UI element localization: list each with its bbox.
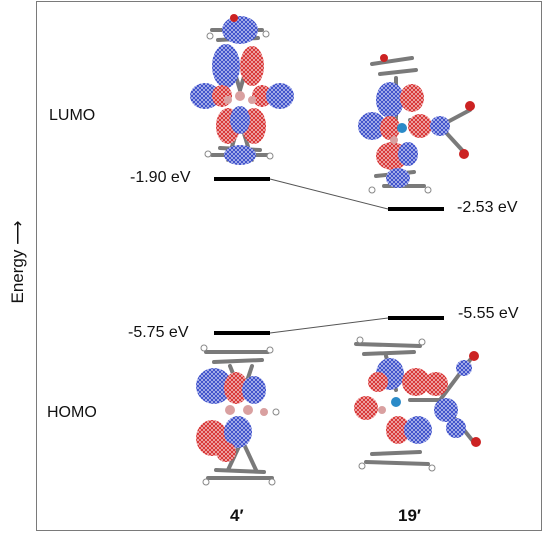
energy-value-lumo-19: -2.53 eV	[457, 199, 518, 216]
molecule-4-lumo	[190, 14, 294, 165]
diagram-frame	[36, 1, 542, 531]
molecule-4-homo	[196, 344, 280, 486]
connector-lumo	[269, 178, 389, 210]
compound-label-4: 4′	[230, 506, 244, 525]
molecule-19-homo	[354, 336, 481, 472]
homo-label: HOMO	[47, 404, 97, 421]
connector-homo	[269, 317, 389, 334]
lumo-label: LUMO	[49, 107, 96, 124]
energy-value-lumo-4: -1.90 eV	[130, 169, 191, 186]
molecule-19-lumo	[358, 54, 475, 194]
energy-value-homo-4: -5.75 eV	[128, 324, 189, 341]
compound-label-19: 19′	[398, 506, 421, 525]
energy-value-homo-19: -5.55 eV	[458, 305, 519, 322]
